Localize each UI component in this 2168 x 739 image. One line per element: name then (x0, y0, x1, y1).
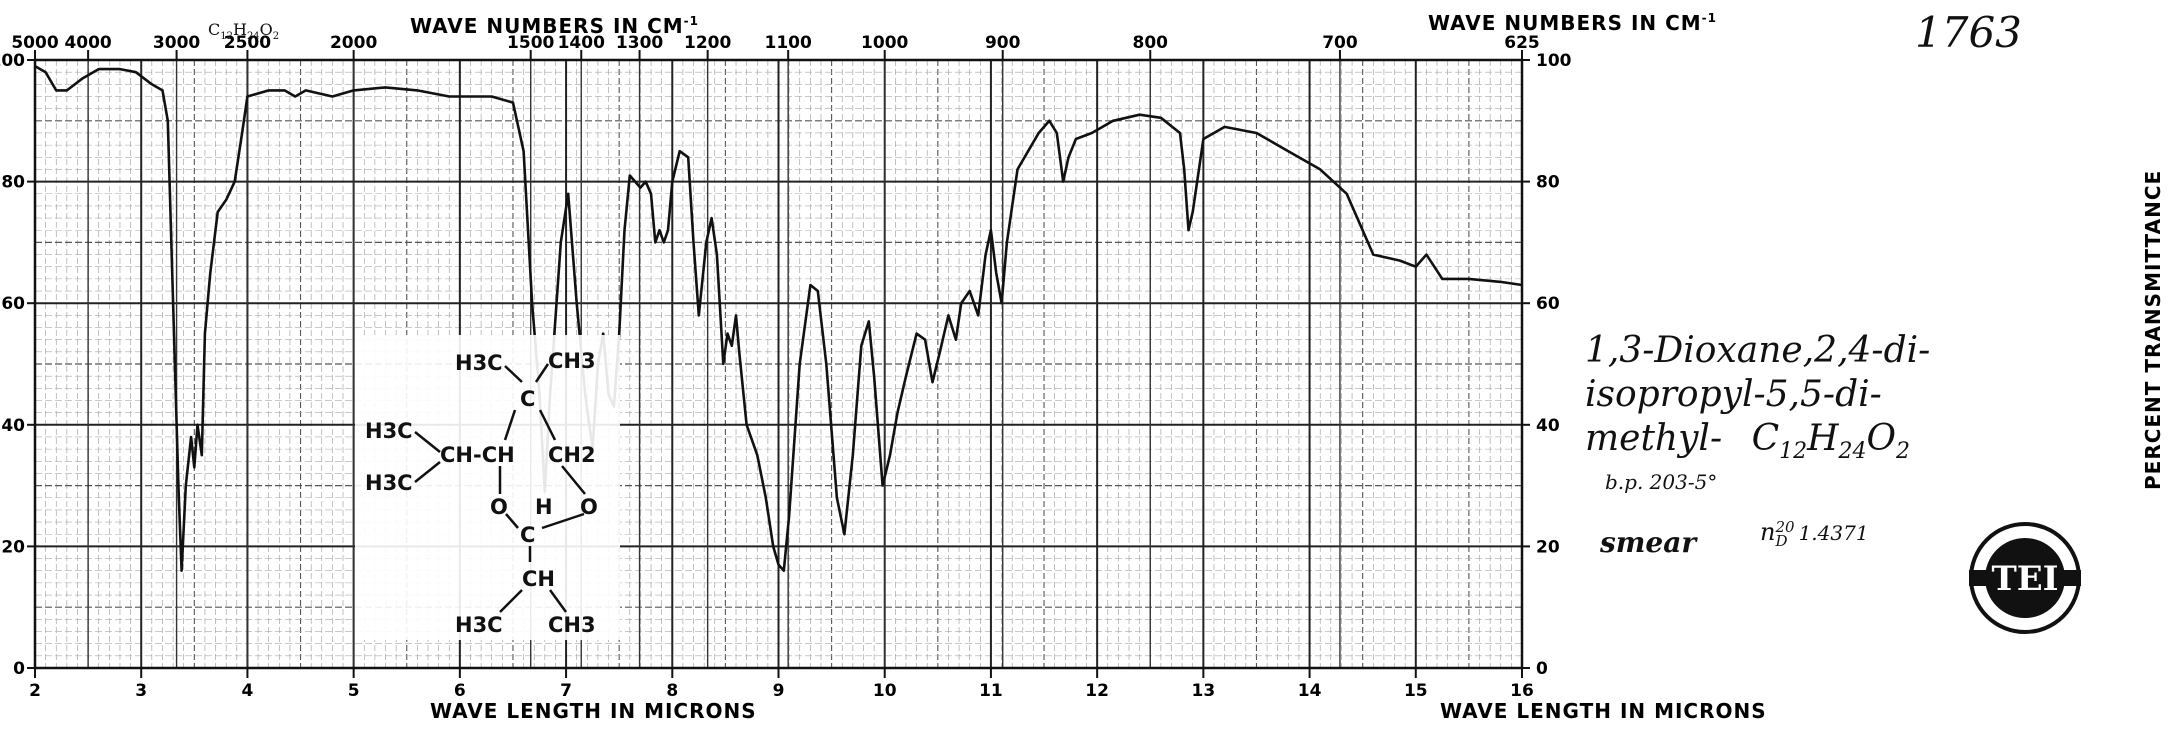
x-tick-label: 15 (1404, 681, 1428, 701)
svg-text:H3C: H3C (365, 471, 413, 495)
x-tick-label: 2 (29, 681, 41, 701)
x-tick-label: 3 (135, 681, 147, 701)
y-tick-label-right: 60 (1536, 294, 1560, 314)
x-tick-label: 8 (666, 681, 678, 701)
y-tick-label-right: 80 (1536, 173, 1560, 193)
right-axis-title: PERCENT TRANSMITTANCE (2141, 170, 2165, 490)
top-tick-label: 1200 (684, 33, 731, 53)
svg-text:H3C: H3C (365, 419, 413, 443)
svg-text:CH: CH (522, 567, 555, 591)
svg-text:TEI: TEI (1991, 559, 2058, 599)
svg-text:CH3: CH3 (548, 349, 596, 373)
top-axis-title-right: WAVE NUMBERS IN CM-1 (1428, 11, 1717, 35)
top-tick-label: 625 (1504, 33, 1540, 53)
compound-name-line-3: methyl- C12H24O2 (1585, 418, 1911, 465)
x-tick-label: 13 (1192, 681, 1216, 701)
svg-text:C: C (520, 387, 535, 411)
svg-text:H3C: H3C (455, 613, 503, 637)
y-tick-label-left: 60 (1, 294, 25, 314)
y-tick-label-left: 100 (0, 51, 25, 71)
tennessee-eastman-logo: TEI (1969, 522, 2081, 634)
x-tick-label: 6 (454, 681, 466, 701)
header-formula: C12H24O2 (208, 20, 280, 43)
y-axis-ticks-left: 0 20 40 60 80 100 (0, 51, 35, 679)
x-tick-label: 10 (873, 681, 897, 701)
molecular-structure: H3C CH3 C H3C H3C CH-CH CH2 O O H C CH H… (355, 335, 620, 640)
compound-name-line-1: 1,3-Dioxane,2,4-di- (1585, 330, 1931, 371)
svg-text:CH2: CH2 (548, 443, 596, 467)
top-tick-label: 3000 (153, 33, 200, 53)
x-tick-label: 4 (242, 681, 254, 701)
top-tick-label: 1500 (507, 33, 554, 53)
y-tick-label-left: 0 (13, 659, 25, 679)
svg-text:CH3: CH3 (548, 613, 596, 637)
y-tick-label-right: 20 (1536, 537, 1560, 557)
x-tick-label: 7 (560, 681, 572, 701)
boiling-point: b.p. 203-5° (1605, 470, 1718, 494)
sample-method: smear (1600, 526, 1697, 559)
y-tick-label-left: 40 (1, 416, 25, 436)
top-tick-label: 800 (1133, 33, 1169, 53)
x-tick-label: 5 (348, 681, 360, 701)
svg-text:O: O (580, 495, 598, 519)
top-tick-label: 1300 (616, 33, 663, 53)
x-tick-label: 16 (1510, 681, 1534, 701)
svg-text:H3C: H3C (455, 351, 503, 375)
top-tick-label: 1000 (861, 33, 908, 53)
top-axis-title-left: WAVE NUMBERS IN CM-1 (410, 14, 699, 38)
top-tick-label: 4000 (64, 33, 111, 53)
top-tick-label: 1100 (765, 33, 812, 53)
top-tick-label: 2500 (224, 33, 271, 53)
y-tick-label-right: 0 (1536, 659, 1548, 679)
top-axis-ticks: 5000 4000 3000 2500 2000 1500 1400 1300 1200 1100… (11, 33, 1540, 60)
y-tick-label-left: 80 (1, 173, 25, 193)
spectrum-number: 1763 (1915, 8, 2022, 57)
top-tick-label: 1400 (558, 33, 605, 53)
refractive-index: n 20 D 1.4371 (1760, 517, 1869, 550)
y-axis-ticks-right: 0 20 40 60 80 100 (1522, 51, 1572, 679)
svg-text:H: H (535, 495, 553, 519)
compound-name-line-2: isopropyl-5,5-di- (1585, 374, 1882, 415)
top-tick-label: 900 (985, 33, 1021, 53)
transmittance-trace (34, 64, 1523, 572)
bottom-axis-title-right: WAVE LENGTH IN MICRONS (1440, 699, 1767, 723)
x-tick-label: 12 (1085, 681, 1109, 701)
top-tick-label: 2000 (330, 33, 377, 53)
x-tick-label: 9 (773, 681, 785, 701)
x-tick-label: 11 (979, 681, 1003, 701)
svg-text:O: O (490, 495, 508, 519)
svg-text:CH-CH: CH-CH (440, 443, 515, 467)
bottom-axis-title-left: WAVE LENGTH IN MICRONS (430, 699, 757, 723)
top-tick-label: 5000 (11, 33, 58, 53)
y-tick-label-right: 40 (1536, 416, 1560, 436)
top-tick-label: 700 (1322, 33, 1358, 53)
y-tick-label-left: 20 (1, 537, 25, 557)
svg-text:C: C (520, 523, 535, 547)
compound-label: 1,3-Dioxane,2,4-di- isopropyl-5,5-di- me… (1585, 330, 1975, 580)
x-axis-ticks: 2 3 4 5 6 7 8 9 10 11 12 13 14 15 16 (29, 668, 1534, 701)
x-tick-label: 14 (1298, 681, 1322, 701)
y-tick-label-right: 100 (1536, 51, 1572, 71)
